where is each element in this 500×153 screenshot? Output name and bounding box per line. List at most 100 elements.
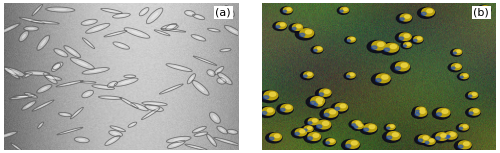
- Circle shape: [420, 110, 425, 113]
- Circle shape: [270, 92, 276, 96]
- Circle shape: [276, 26, 280, 28]
- Circle shape: [432, 108, 450, 119]
- Circle shape: [456, 65, 460, 67]
- Circle shape: [384, 43, 398, 52]
- Ellipse shape: [110, 83, 114, 86]
- Circle shape: [310, 101, 316, 104]
- Circle shape: [410, 36, 423, 44]
- Ellipse shape: [220, 49, 230, 52]
- Ellipse shape: [118, 15, 126, 17]
- Ellipse shape: [229, 28, 237, 33]
- Circle shape: [301, 126, 314, 133]
- Circle shape: [316, 125, 322, 128]
- Ellipse shape: [188, 74, 195, 83]
- Ellipse shape: [48, 76, 54, 81]
- Ellipse shape: [38, 123, 43, 128]
- Ellipse shape: [2, 133, 12, 137]
- Ellipse shape: [140, 8, 148, 15]
- Circle shape: [386, 127, 390, 129]
- Circle shape: [450, 49, 462, 56]
- Ellipse shape: [128, 123, 136, 127]
- Circle shape: [259, 90, 278, 103]
- Ellipse shape: [230, 131, 235, 133]
- Circle shape: [314, 47, 322, 52]
- Circle shape: [382, 131, 401, 142]
- Ellipse shape: [26, 103, 32, 108]
- Ellipse shape: [190, 76, 193, 81]
- Ellipse shape: [82, 91, 92, 97]
- Ellipse shape: [148, 9, 162, 22]
- Circle shape: [318, 102, 322, 104]
- Ellipse shape: [166, 87, 176, 91]
- Circle shape: [378, 42, 384, 46]
- Ellipse shape: [208, 70, 214, 76]
- Circle shape: [367, 41, 386, 53]
- Ellipse shape: [65, 47, 80, 57]
- Circle shape: [273, 22, 286, 30]
- Ellipse shape: [64, 82, 76, 85]
- Ellipse shape: [142, 10, 146, 13]
- Circle shape: [360, 123, 377, 134]
- Circle shape: [296, 25, 301, 28]
- Circle shape: [270, 137, 274, 140]
- Circle shape: [344, 8, 347, 10]
- Circle shape: [418, 7, 435, 18]
- Circle shape: [441, 134, 446, 137]
- Ellipse shape: [149, 103, 160, 104]
- Ellipse shape: [195, 57, 215, 65]
- Ellipse shape: [90, 69, 102, 72]
- Circle shape: [330, 140, 334, 142]
- Ellipse shape: [196, 16, 202, 18]
- Circle shape: [480, 6, 490, 12]
- Ellipse shape: [77, 61, 88, 66]
- Circle shape: [266, 133, 282, 143]
- Ellipse shape: [48, 7, 72, 12]
- Ellipse shape: [146, 105, 162, 111]
- Circle shape: [283, 10, 286, 12]
- Circle shape: [349, 120, 362, 128]
- Circle shape: [404, 45, 406, 47]
- Ellipse shape: [24, 26, 38, 31]
- Circle shape: [442, 110, 448, 113]
- Ellipse shape: [114, 14, 129, 18]
- Ellipse shape: [86, 41, 91, 46]
- Ellipse shape: [126, 28, 148, 37]
- Circle shape: [270, 133, 281, 141]
- Circle shape: [452, 64, 462, 70]
- Circle shape: [340, 104, 345, 108]
- Circle shape: [469, 112, 473, 114]
- Circle shape: [444, 132, 456, 140]
- Circle shape: [314, 101, 323, 106]
- Ellipse shape: [221, 140, 232, 143]
- Ellipse shape: [188, 12, 192, 14]
- Circle shape: [352, 123, 364, 130]
- Circle shape: [262, 107, 274, 115]
- Circle shape: [400, 33, 411, 40]
- Ellipse shape: [106, 136, 119, 145]
- Ellipse shape: [166, 26, 173, 29]
- Ellipse shape: [166, 24, 176, 30]
- Ellipse shape: [200, 59, 210, 63]
- Circle shape: [264, 91, 278, 100]
- Circle shape: [311, 97, 324, 105]
- Circle shape: [430, 139, 434, 142]
- Circle shape: [412, 109, 428, 118]
- Circle shape: [324, 109, 338, 117]
- Ellipse shape: [11, 95, 33, 99]
- Circle shape: [468, 92, 477, 98]
- Circle shape: [404, 15, 409, 18]
- Ellipse shape: [98, 86, 108, 88]
- Ellipse shape: [144, 102, 166, 106]
- Circle shape: [369, 125, 375, 129]
- Circle shape: [296, 129, 306, 136]
- Circle shape: [422, 8, 434, 16]
- Circle shape: [318, 47, 322, 50]
- Circle shape: [300, 71, 314, 80]
- Circle shape: [354, 126, 358, 128]
- Ellipse shape: [210, 72, 213, 75]
- Circle shape: [295, 132, 300, 135]
- Circle shape: [396, 33, 411, 43]
- Ellipse shape: [112, 132, 118, 135]
- Ellipse shape: [102, 9, 120, 13]
- Ellipse shape: [212, 115, 217, 120]
